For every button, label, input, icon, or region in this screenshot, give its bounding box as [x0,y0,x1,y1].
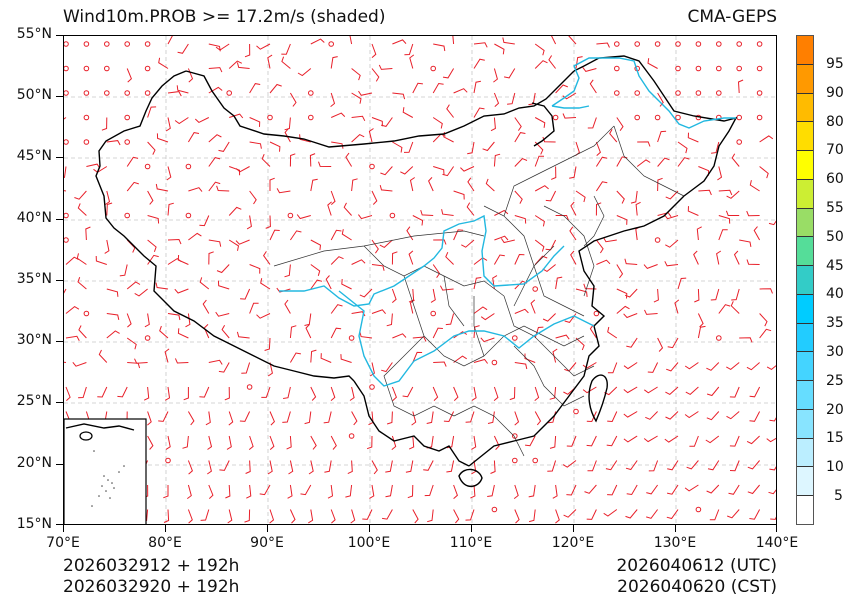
colorbar-label: 80 [826,114,844,130]
y-tick-mark [56,341,63,343]
x-tick-mark [369,525,371,532]
colorbar-segment [797,151,813,180]
y-tick-label: 50°N [16,87,52,103]
y-tick-mark [56,524,63,526]
x-tick-mark [573,525,575,532]
valid-time-utc: 2026040612 (UTC) [616,556,777,576]
colorbar-segment [797,208,813,238]
colorbar-label: 20 [826,402,844,418]
map-canvas [64,36,776,524]
colorbar-segment [797,323,813,353]
colorbar-segment [797,381,813,410]
x-tick-mark [675,525,677,532]
colorbar-label: 40 [826,286,844,302]
y-tick-mark [56,280,63,282]
national-border [95,55,738,488]
colorbar-label: 10 [826,459,844,475]
colorbar-label: 70 [826,142,844,158]
colorbar-label: 15 [826,430,844,446]
model-source-label: CMA-GEPS [687,7,777,27]
colorbar-label: 25 [826,373,844,389]
x-tick-mark [63,525,65,532]
colorbar-segment [797,64,813,94]
y-tick-label: 15°N [16,516,52,532]
valid-time: 2026040612 (UTC) 2026040620 (CST) [616,556,777,598]
colorbar-label: 60 [826,171,844,187]
y-tick-label: 55°N [16,26,52,42]
y-tick-label: 30°N [16,332,52,348]
map-title: Wind10m.PROB >= 17.2m/s (shaded) [63,7,386,27]
colorbar-segment [797,294,813,324]
colorbar-segment [797,409,813,439]
y-tick-label: 45°N [16,148,52,164]
y-tick-mark [56,402,63,404]
colorbar-label: 50 [826,229,844,245]
x-tick-label: 120°E [551,535,595,551]
colorbar-label: 5 [834,488,843,504]
x-tick-label: 70°E [46,535,80,551]
colorbar-label: 35 [826,315,844,331]
x-tick-mark [471,525,473,532]
colorbar-segment [797,352,813,382]
colorbar-segment [797,122,813,152]
x-tick-label: 80°E [148,535,182,551]
y-tick-mark [56,96,63,98]
x-tick-mark [267,525,269,532]
y-tick-mark [56,35,63,37]
province-borders [273,125,685,457]
colorbar-segment [797,438,813,468]
x-tick-label: 130°E [653,535,697,551]
colorbar-segment [797,36,813,65]
x-tick-label: 140°E [755,535,799,551]
x-tick-label: 110°E [449,535,493,551]
x-tick-label: 90°E [250,535,284,551]
init-time-utc: 2026032912 + 192h [63,556,240,576]
south-china-sea-inset [64,418,147,524]
y-tick-mark [56,464,63,466]
colorbar-label: 90 [826,85,844,101]
y-tick-label: 35°N [16,271,52,287]
y-tick-mark [56,219,63,221]
colorbar-label: 95 [826,56,844,72]
colorbar-segment [797,266,813,295]
init-time-cst: 2026032920 + 192h [63,577,240,597]
x-tick-mark [165,525,167,532]
rivers [279,57,736,387]
colorbar-label: 55 [826,200,844,216]
valid-time-cst: 2026040620 (CST) [617,577,777,597]
colorbar-label: 30 [826,344,844,360]
graticule [64,36,776,524]
wind-barbs [64,36,776,524]
y-tick-mark [56,157,63,159]
colorbar-segment [797,467,813,497]
colorbar-segment [797,237,813,267]
y-tick-label: 25°N [16,393,52,409]
init-time: 2026032912 + 192h 2026032920 + 192h [63,556,239,598]
x-tick-label: 100°E [347,535,391,551]
colorbar-label: 45 [826,258,844,274]
colorbar-segment [797,496,813,525]
colorbar-segment [797,93,813,123]
x-tick-mark [776,525,778,532]
y-tick-label: 40°N [16,210,52,226]
colorbar-segment [797,179,813,209]
y-tick-label: 20°N [16,455,52,471]
map-plot-area[interactable] [63,35,777,525]
colorbar [796,35,814,525]
